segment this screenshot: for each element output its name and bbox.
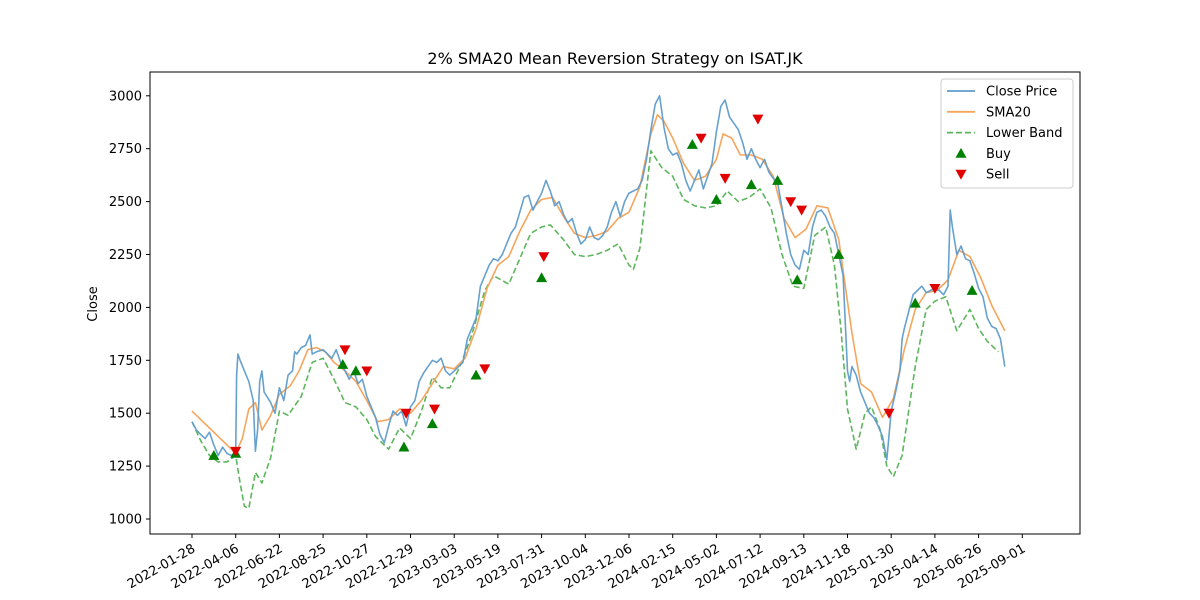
buy-marker xyxy=(833,249,845,259)
legend-label: Lower Band xyxy=(986,126,1062,141)
buy-marker xyxy=(536,272,548,283)
y-tick-label: 1250 xyxy=(109,460,142,475)
y-axis-label: Close xyxy=(86,286,101,321)
series-line-close-price xyxy=(191,95,1006,461)
buy-marker xyxy=(791,274,803,285)
sell-marker xyxy=(538,252,550,263)
sell-marker xyxy=(479,364,491,375)
sell-marker xyxy=(361,366,373,377)
sell-marker xyxy=(796,205,808,216)
sell-marker xyxy=(695,133,707,144)
legend-label: Close Price xyxy=(986,85,1057,100)
legend-label: SMA20 xyxy=(986,105,1031,120)
buy-marker xyxy=(426,418,438,429)
sell-marker xyxy=(719,173,731,184)
legend-label: Buy xyxy=(986,147,1011,162)
series-line-sma20 xyxy=(191,114,1006,455)
legend-item: Sell xyxy=(955,168,1009,183)
sell-marker xyxy=(785,197,797,208)
legend-item: Buy xyxy=(955,147,1011,162)
plot-area xyxy=(191,95,1006,510)
buy-marker xyxy=(909,297,921,308)
buy-marker xyxy=(398,441,410,452)
y-tick-label: 2000 xyxy=(109,301,142,316)
y-tick-label: 2750 xyxy=(109,142,142,157)
y-tick-label: 2250 xyxy=(109,248,142,263)
legend-item: Close Price xyxy=(947,85,1057,100)
series-line-lower-band xyxy=(191,150,999,510)
buy-marker xyxy=(745,179,757,190)
legend: Close Price SMA20 Lower Band Buy Sell xyxy=(940,78,1074,189)
legend-swatch xyxy=(955,169,967,180)
plot-frame xyxy=(149,71,1081,535)
buy-marker xyxy=(686,138,698,149)
buy-marker xyxy=(337,359,349,369)
axes: 1000125015001750200022502500275030002022… xyxy=(109,71,1081,592)
y-tick-label: 1750 xyxy=(109,354,142,369)
buy-marker xyxy=(470,369,482,380)
legend-box xyxy=(940,78,1074,189)
y-tick-label: 2500 xyxy=(109,195,142,210)
legend-swatch xyxy=(955,147,967,158)
sell-marker xyxy=(429,404,441,415)
y-tick-label: 1000 xyxy=(109,513,142,528)
y-tick-label: 1500 xyxy=(109,407,142,422)
sell-marker xyxy=(400,408,412,419)
buy-marker xyxy=(772,174,784,185)
legend-item: Lower Band xyxy=(947,126,1062,141)
buy-marker xyxy=(966,284,978,295)
series-group xyxy=(191,95,1006,510)
buy-marker xyxy=(208,450,220,460)
legend-label: Sell xyxy=(986,168,1009,183)
buy-marker xyxy=(350,365,362,376)
sell-marker xyxy=(752,114,764,125)
legend-item: SMA20 xyxy=(947,105,1031,120)
sell-marker xyxy=(929,283,941,294)
sell-marker xyxy=(230,446,242,457)
buy-marker xyxy=(710,193,722,204)
sell-marker xyxy=(883,408,895,419)
chart-title: 2% SMA20 Mean Reversion Strategy on ISAT… xyxy=(427,49,803,68)
y-tick-label: 3000 xyxy=(109,89,142,104)
sell-marker xyxy=(339,345,351,356)
